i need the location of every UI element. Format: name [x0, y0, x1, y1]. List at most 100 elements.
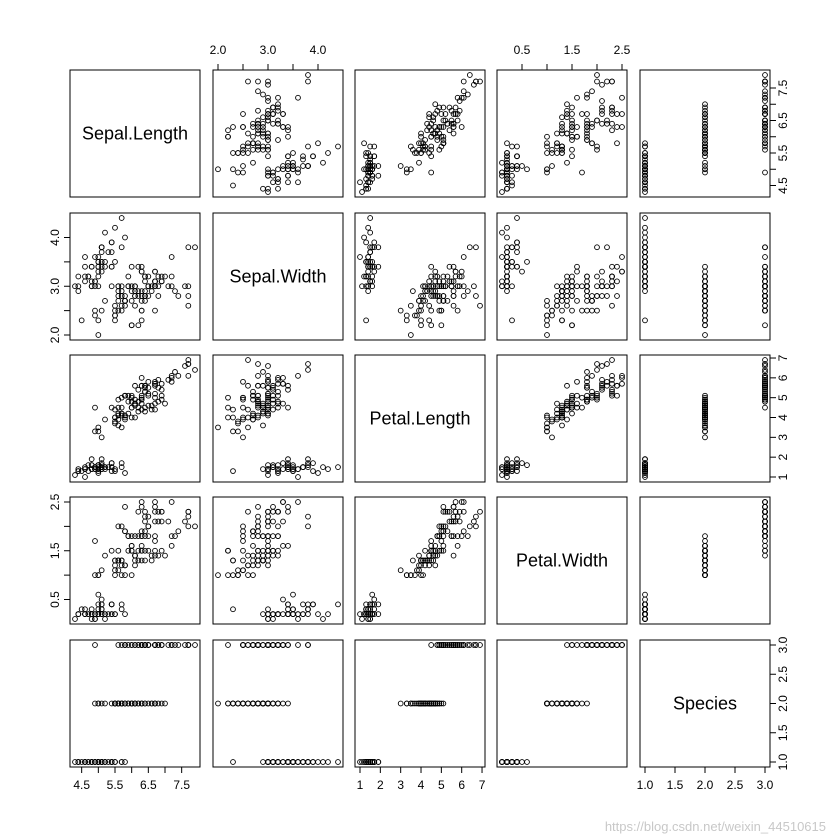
- data-point-sepal-width-vs-species-95: [702, 283, 708, 290]
- data-point-species-vs-petal-length-137: [448, 642, 455, 648]
- data-point-sepal-length-vs-sepal-width-130: [255, 88, 261, 95]
- data-point-sepal-width-vs-sepal-length-108: [152, 307, 158, 314]
- panel-frame-sepal-width-vs-sepal-length: [69, 212, 201, 341]
- data-point-sepal-width-vs-sepal-length-6: [82, 263, 88, 270]
- data-point-petal-length-vs-species-146: [762, 394, 768, 401]
- panel-frame-species-vs-petal-width: [496, 639, 628, 768]
- data-point-species-vs-sepal-width-149: [265, 642, 271, 648]
- data-point-sepal-width-vs-sepal-length-53: [112, 317, 118, 324]
- data-point-petal-length-vs-sepal-width-139: [270, 386, 276, 393]
- data-point-petal-length-vs-species-42: [642, 468, 648, 474]
- data-point-petal-width-vs-sepal-length-40: [95, 606, 102, 613]
- data-point-species-vs-sepal-width-43: [290, 759, 296, 765]
- data-point-sepal-width-vs-petal-length-119: [438, 322, 445, 329]
- diagonal-label-species: Species: [673, 694, 737, 714]
- data-point-petal-width-vs-sepal-length-139: [158, 518, 165, 525]
- data-point-sepal-width-vs-sepal-length-140: [152, 278, 158, 285]
- data-point-sepal-width-vs-sepal-length-122: [185, 293, 192, 299]
- data-point-sepal-width-vs-sepal-length-109: [168, 254, 175, 260]
- data-point-sepal-width-vs-petal-length-98: [397, 307, 404, 314]
- tick-label-sepal-length-5-5: 5.5: [107, 778, 124, 792]
- data-point-sepal-length-vs-petal-width-42: [504, 185, 510, 192]
- data-point-species-vs-sepal-length-105: [182, 642, 188, 648]
- data-point-sepal-length-vs-petal-width-144: [619, 111, 625, 117]
- data-point-sepal-length-vs-petal-width-58: [559, 114, 565, 121]
- data-point-petal-length-vs-sepal-width-62: [225, 414, 231, 421]
- data-point-petal-length-vs-sepal-length-45: [88, 466, 95, 472]
- data-point-petal-length-vs-sepal-width-118: [245, 357, 251, 363]
- data-point-petal-length-vs-sepal-length-86: [152, 400, 158, 407]
- data-point-sepal-width-vs-sepal-length-60: [95, 332, 102, 338]
- data-point-sepal-length-vs-petal-width-43: [524, 166, 530, 173]
- data-point-species-vs-sepal-length-134: [132, 642, 138, 648]
- data-point-species-vs-sepal-length-99: [118, 700, 125, 707]
- data-point-sepal-length-vs-petal-width-147: [594, 117, 600, 124]
- data-point-species-vs-sepal-width-45: [265, 759, 271, 765]
- data-point-sepal-length-vs-petal-length-80: [414, 150, 420, 156]
- data-point-petal-width-vs-sepal-length-73: [132, 562, 138, 569]
- data-point-petal-length-vs-species-48: [642, 464, 648, 470]
- data-point-species-vs-petal-length-97: [424, 700, 430, 707]
- panel-frame-sepal-width-vs-petal-width: [496, 212, 628, 341]
- data-point-sepal-length-vs-species-31: [642, 153, 648, 160]
- data-point-petal-length-vs-sepal-width-32: [320, 464, 326, 470]
- data-point-sepal-width-vs-petal-width-22: [504, 254, 510, 260]
- data-point-petal-length-vs-species-131: [762, 367, 768, 373]
- data-point-petal-width-vs-petal-length-48: [367, 611, 374, 617]
- data-point-sepal-width-vs-petal-length-14: [361, 234, 367, 241]
- data-point-petal-width-vs-sepal-length-52: [158, 547, 165, 554]
- data-point-sepal-width-vs-petal-length-35: [361, 273, 367, 280]
- data-point-sepal-width-vs-sepal-length-131: [192, 244, 198, 251]
- panel-frame-sepal-length-vs-sepal-length: [69, 69, 201, 198]
- data-point-petal-length-vs-species-115: [762, 388, 768, 395]
- data-point-sepal-width-vs-petal-length-137: [448, 278, 455, 285]
- data-point-petal-width-vs-species-45: [642, 606, 648, 613]
- data-point-sepal-width-vs-sepal-length-112: [155, 283, 162, 290]
- data-point-species-vs-petal-length-76: [434, 700, 441, 707]
- data-point-petal-width-vs-sepal-length-49: [95, 611, 102, 617]
- data-point-sepal-width-vs-petal-width-129: [574, 283, 580, 290]
- data-point-petal-length-vs-sepal-width-137: [270, 384, 276, 391]
- data-point-species-vs-petal-length-138: [434, 642, 441, 648]
- data-point-petal-width-vs-sepal-width-87: [230, 557, 236, 564]
- panel-frame-sepal-length-vs-sepal-width: [212, 69, 344, 198]
- data-point-petal-width-vs-sepal-length-45: [88, 606, 95, 613]
- data-point-petal-width-vs-sepal-length-144: [152, 499, 158, 505]
- data-point-petal-length-vs-sepal-width-23: [280, 460, 286, 466]
- data-point-sepal-width-vs-species-107: [762, 288, 768, 294]
- data-point-sepal-width-vs-petal-width-67: [544, 298, 550, 304]
- data-point-sepal-width-vs-petal-width-149: [584, 283, 590, 290]
- data-point-sepal-width-vs-species-49: [642, 268, 648, 275]
- data-point-sepal-length-vs-sepal-width-76: [255, 107, 261, 114]
- data-point-petal-length-vs-sepal-width-16: [310, 468, 316, 474]
- data-point-petal-width-vs-sepal-width-144: [280, 499, 286, 505]
- data-point-sepal-width-vs-petal-length-90: [426, 302, 433, 309]
- data-point-sepal-width-vs-sepal-length-147: [145, 283, 152, 290]
- data-point-sepal-width-vs-petal-length-34: [367, 278, 374, 285]
- data-point-sepal-length-vs-species-141: [762, 104, 768, 111]
- data-point-sepal-length-vs-petal-length-40: [363, 166, 369, 173]
- data-point-petal-length-vs-sepal-length-96: [118, 410, 125, 417]
- data-point-sepal-length-vs-petal-length-75: [426, 114, 433, 121]
- data-point-sepal-length-vs-petal-width-95: [554, 143, 560, 150]
- data-point-sepal-width-vs-petal-width-77: [579, 283, 585, 290]
- data-point-petal-length-vs-sepal-length-145: [152, 390, 158, 397]
- data-point-petal-width-vs-sepal-width-112: [265, 518, 271, 525]
- data-point-sepal-length-vs-petal-width-112: [599, 107, 605, 114]
- data-point-sepal-width-vs-petal-length-45: [365, 283, 371, 290]
- data-point-petal-width-vs-sepal-length-145: [152, 508, 158, 515]
- data-point-petal-length-vs-sepal-length-33: [112, 466, 118, 472]
- data-point-sepal-length-vs-petal-width-130: [589, 88, 595, 95]
- data-point-sepal-length-vs-sepal-width-118: [245, 78, 251, 85]
- data-point-petal-width-vs-sepal-length-57: [92, 572, 98, 578]
- data-point-sepal-length-vs-species-91: [702, 130, 708, 137]
- data-point-sepal-length-vs-sepal-width-57: [235, 169, 241, 176]
- data-point-sepal-length-vs-petal-width-107: [584, 91, 590, 98]
- data-point-sepal-length-vs-sepal-width-3: [270, 179, 276, 186]
- data-point-species-vs-petal-length-72: [436, 700, 443, 707]
- data-point-petal-width-vs-sepal-width-51: [275, 547, 281, 554]
- tick-label-petal-width-2-5: 2.5: [614, 43, 631, 57]
- data-point-species-vs-sepal-width-37: [295, 759, 301, 765]
- data-point-petal-width-vs-petal-length-83: [440, 543, 447, 549]
- data-point-petal-width-vs-sepal-width-37: [295, 616, 301, 622]
